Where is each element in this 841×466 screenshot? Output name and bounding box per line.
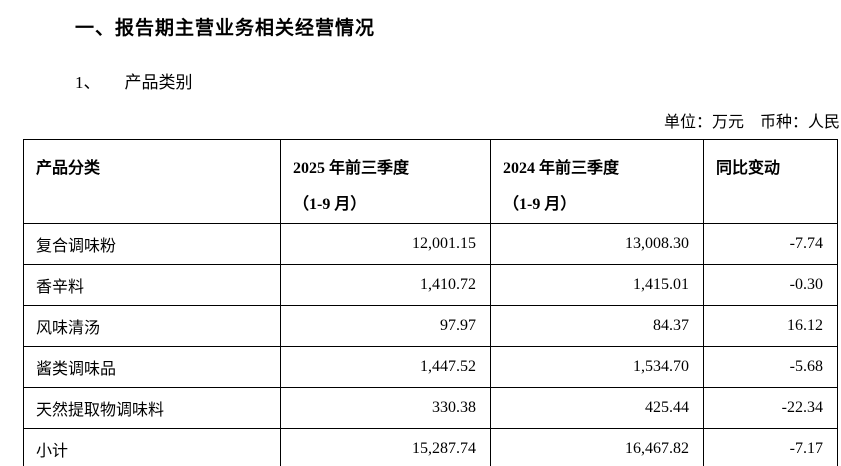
cell-yoy-value: -22.34 bbox=[703, 387, 838, 429]
cell-category: 天然提取物调味料 bbox=[23, 387, 281, 429]
cell-yoy-value: -7.74 bbox=[703, 223, 838, 265]
cell-category: 复合调味粉 bbox=[23, 223, 281, 265]
column-header-2025: 2025 年前三季度 （1-9 月） bbox=[280, 139, 491, 224]
cell-yoy-value: -5.68 bbox=[703, 346, 838, 388]
cell-yoy-value: -0.30 bbox=[703, 264, 838, 306]
cell-2025-value: 15,287.74 bbox=[280, 428, 491, 466]
product-category-table: 产品分类 2025 年前三季度 （1-9 月） 2024 年前三季度 （1-9 … bbox=[23, 139, 838, 466]
table-row: 酱类调味品 1,447.52 1,534.70 -5.68 bbox=[23, 346, 838, 388]
subsection-label: 产品类别 bbox=[124, 73, 193, 92]
table-row: 香辛料 1,410.72 1,415.01 -0.30 bbox=[23, 264, 838, 306]
section-title: 一、报告期主营业务相关经营情况 bbox=[75, 18, 376, 39]
cell-2024-value: 425.44 bbox=[490, 387, 704, 429]
cell-2024-value: 84.37 bbox=[490, 305, 704, 347]
cell-yoy-value: -7.17 bbox=[703, 428, 838, 466]
cell-2024-value: 13,008.30 bbox=[490, 223, 704, 265]
column-header-2024: 2024 年前三季度 （1-9 月） bbox=[490, 139, 704, 224]
cell-category: 风味清汤 bbox=[23, 305, 281, 347]
cell-yoy-value: 16.12 bbox=[703, 305, 838, 347]
column-header-category: 产品分类 bbox=[23, 139, 281, 224]
cell-2024-value: 1,415.01 bbox=[490, 264, 704, 306]
table-row: 风味清汤 97.97 84.37 16.12 bbox=[23, 305, 838, 347]
report-page: 一、报告期主营业务相关经营情况 1、 产品类别 单位：万元 币种：人民 产品分类… bbox=[0, 13, 841, 466]
cell-category: 香辛料 bbox=[23, 264, 281, 306]
column-header-yoy-change: 同比变动 bbox=[703, 139, 838, 224]
cell-2024-value: 16,467.82 bbox=[490, 428, 704, 466]
table-row: 复合调味粉 12,001.15 13,008.30 -7.74 bbox=[23, 223, 838, 265]
subsection-number: 1、 bbox=[75, 73, 101, 92]
table-header-row: 产品分类 2025 年前三季度 （1-9 月） 2024 年前三季度 （1-9 … bbox=[23, 139, 838, 224]
cell-2024-value: 1,534.70 bbox=[490, 346, 704, 388]
cell-2025-value: 1,410.72 bbox=[280, 264, 491, 306]
cell-category: 小计 bbox=[23, 428, 281, 466]
table-row-subtotal: 小计 15,287.74 16,467.82 -7.17 bbox=[23, 428, 838, 466]
table-row: 天然提取物调味料 330.38 425.44 -22.34 bbox=[23, 387, 838, 429]
subsection-heading: 1、 产品类别 bbox=[75, 68, 841, 93]
cell-2025-value: 97.97 bbox=[280, 305, 491, 347]
cell-category: 酱类调味品 bbox=[23, 346, 281, 388]
unit-currency-note: 单位：万元 币种：人民 bbox=[663, 114, 840, 131]
cell-2025-value: 12,001.15 bbox=[280, 223, 491, 265]
cell-2025-value: 330.38 bbox=[280, 387, 491, 429]
cell-2025-value: 1,447.52 bbox=[280, 346, 491, 388]
